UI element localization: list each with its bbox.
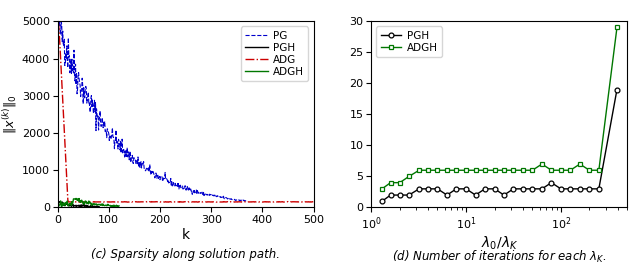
Text: (d) Number of iterations for each $\lambda_K$.: (d) Number of iterations for each $\lamb… — [392, 248, 607, 265]
ADGH — [500, 169, 508, 172]
ADG — [176, 200, 184, 203]
ADG — [164, 201, 172, 204]
Legend: PG, PGH, ADG, ADGH: PG, PGH, ADG, ADGH — [241, 27, 308, 81]
ADGH — [114, 204, 122, 207]
ADGH — [595, 169, 603, 172]
Text: (c) Sparsity along solution path.: (c) Sparsity along solution path. — [91, 248, 280, 261]
ADGH — [509, 169, 517, 172]
PGH — [491, 187, 499, 190]
PGH — [387, 193, 394, 197]
PGH — [566, 187, 574, 190]
ADGH — [103, 204, 111, 207]
PGH — [481, 187, 489, 190]
PG — [192, 190, 200, 193]
PGH — [95, 205, 103, 208]
PGH — [538, 187, 546, 190]
PGH — [529, 187, 536, 190]
ADGH — [70, 197, 78, 201]
PGH — [548, 181, 556, 184]
PGH — [509, 187, 517, 190]
PGH — [81, 203, 88, 206]
Line: ADG: ADG — [58, 21, 314, 202]
ADGH — [115, 204, 123, 207]
PGH — [84, 206, 92, 209]
ADGH — [67, 202, 75, 205]
ADGH — [387, 181, 394, 184]
PGH — [462, 187, 470, 190]
ADG — [304, 200, 312, 203]
ADGH — [378, 187, 386, 190]
PGH — [405, 193, 413, 197]
PGH — [396, 193, 404, 197]
PGH — [378, 200, 386, 203]
ADG — [207, 200, 214, 203]
ADG — [178, 200, 186, 203]
PGH — [56, 200, 64, 203]
ADGH — [576, 163, 584, 166]
PG — [219, 196, 227, 199]
ADGH — [613, 26, 621, 29]
ADGH — [452, 169, 460, 172]
ADGH — [54, 206, 62, 209]
Line: PGH: PGH — [380, 87, 620, 204]
PGH — [452, 187, 460, 190]
ADGH — [88, 203, 96, 206]
ADG — [54, 20, 62, 23]
ADGH — [481, 169, 489, 172]
Line: PG: PG — [58, 21, 247, 201]
PGH — [519, 187, 527, 190]
PGH — [586, 187, 593, 190]
ADGH — [434, 169, 442, 172]
PGH — [92, 206, 100, 209]
ADGH — [586, 169, 593, 172]
PGH — [86, 206, 93, 209]
PGH — [54, 201, 62, 204]
PGH — [424, 187, 432, 190]
ADG — [310, 200, 317, 203]
ADGH — [538, 163, 546, 166]
ADGH — [396, 181, 404, 184]
PGH — [91, 205, 99, 208]
ADGH — [97, 204, 104, 207]
ADGH — [415, 169, 423, 172]
ADG — [193, 200, 201, 203]
PGH — [443, 193, 451, 197]
PGH — [88, 206, 96, 209]
X-axis label: $\lambda_0/\lambda_K$: $\lambda_0/\lambda_K$ — [481, 235, 518, 252]
Line: ADGH: ADGH — [58, 198, 119, 207]
PG — [243, 200, 251, 203]
PGH — [434, 187, 442, 190]
Line: PGH: PGH — [58, 201, 99, 207]
PGH — [500, 193, 508, 197]
ADGH — [529, 169, 536, 172]
PGH — [557, 187, 564, 190]
Line: ADGH: ADGH — [380, 25, 620, 191]
ADGH — [557, 169, 564, 172]
Legend: PGH, ADGH: PGH, ADGH — [376, 27, 442, 57]
ADGH — [491, 169, 499, 172]
PG — [87, 97, 95, 100]
ADGH — [405, 175, 413, 178]
PG — [54, 20, 62, 23]
ADGH — [424, 169, 432, 172]
ADGH — [472, 169, 479, 172]
Y-axis label: $\|x^{(k)}\|_0$: $\|x^{(k)}\|_0$ — [1, 94, 19, 134]
PGH — [595, 187, 603, 190]
ADGH — [566, 169, 574, 172]
PG — [209, 194, 217, 197]
ADGH — [72, 197, 80, 200]
X-axis label: k: k — [182, 228, 189, 242]
PGH — [415, 187, 423, 190]
PGH — [613, 88, 621, 91]
PGH — [77, 205, 85, 208]
PG — [130, 156, 138, 159]
ADGH — [462, 169, 470, 172]
PGH — [576, 187, 584, 190]
PG — [128, 155, 136, 158]
ADGH — [548, 169, 556, 172]
PGH — [472, 193, 479, 197]
ADGH — [443, 169, 451, 172]
ADG — [264, 200, 272, 203]
ADGH — [519, 169, 527, 172]
